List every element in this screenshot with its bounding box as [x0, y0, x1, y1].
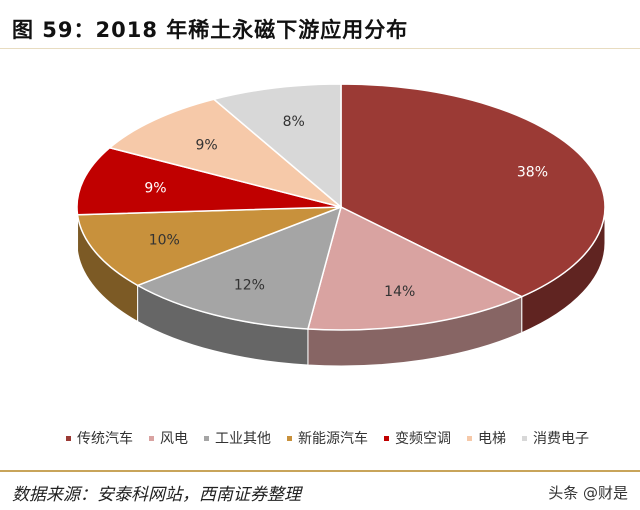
data-label-2: 12%	[234, 278, 265, 294]
legend-item: 消费电子	[522, 428, 589, 448]
data-label-5: 9%	[195, 137, 217, 153]
legend-swatch	[149, 435, 154, 441]
pie-slice-0	[340, 83, 606, 298]
pie-slice-5	[108, 98, 342, 208]
data-label-4: 9%	[144, 181, 166, 197]
pie-slice-1	[306, 205, 524, 331]
pie-slice-4	[76, 146, 342, 216]
legend-item: 电梯	[467, 428, 506, 448]
legend-label: 变频空调	[395, 431, 451, 447]
title-divider	[0, 48, 640, 49]
data-label-6: 8%	[283, 114, 305, 130]
legend-label: 消费电子	[533, 431, 589, 447]
footer-divider	[0, 470, 640, 472]
chart-title: 图 59：2018 年稀土永磁下游应用分布	[12, 18, 409, 42]
legend-label: 风电	[160, 431, 188, 447]
legend: 传统汽车 风电 工业其他 新能源汽车 变频空调 电梯 消费电子	[66, 428, 589, 448]
legend-item: 变频空调	[384, 428, 451, 448]
pie-slice-6	[212, 83, 342, 209]
legend-label: 工业其他	[215, 431, 271, 447]
legend-swatch	[522, 435, 527, 441]
legend-item: 工业其他	[204, 428, 271, 448]
data-label-3: 10%	[149, 233, 180, 249]
source-note: 数据来源：安泰科网站，西南证券整理	[12, 485, 301, 505]
pie-slice-3	[76, 206, 342, 287]
legend-item: 传统汽车	[66, 428, 133, 448]
legend-swatch	[204, 435, 209, 441]
pie-chart: 38% 14% 12% 10% 9% 9% 8%	[76, 83, 606, 367]
pie-slice-2	[135, 205, 343, 330]
legend-swatch	[384, 435, 389, 441]
data-label-0: 38%	[517, 165, 548, 181]
legend-label: 电梯	[478, 431, 506, 447]
watermark: 头条 @财是	[548, 484, 628, 502]
legend-swatch	[66, 435, 71, 441]
legend-label: 新能源汽车	[298, 431, 368, 447]
legend-label: 传统汽车	[77, 431, 133, 447]
legend-swatch	[467, 435, 472, 441]
legend-swatch	[287, 435, 292, 441]
data-label-1: 14%	[384, 284, 415, 300]
legend-item: 新能源汽车	[287, 428, 368, 448]
legend-item: 风电	[149, 428, 188, 448]
